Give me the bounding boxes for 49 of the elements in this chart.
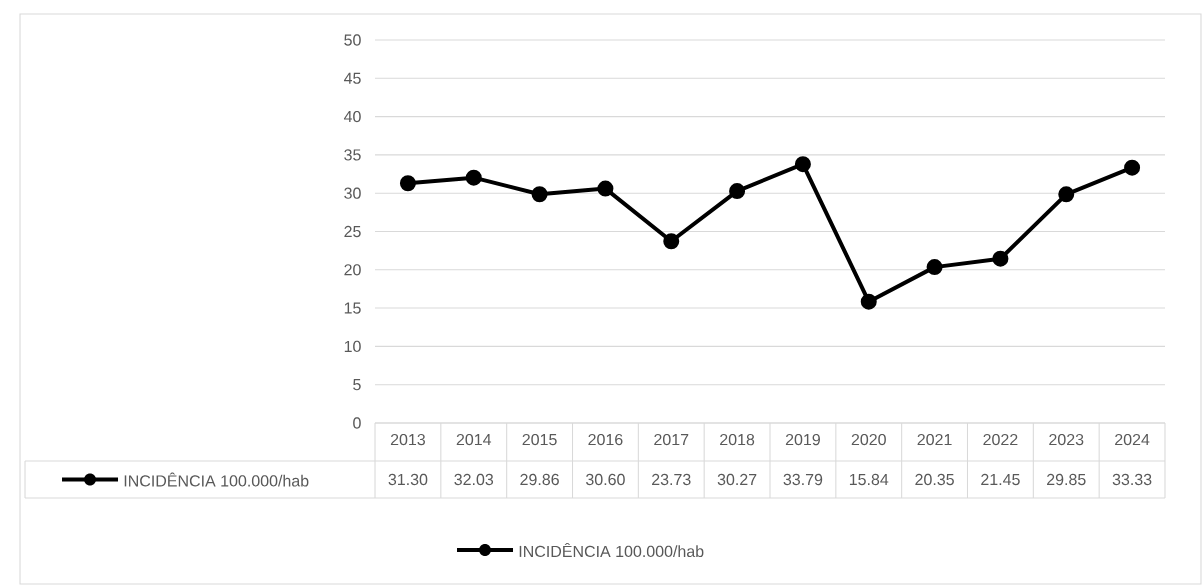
point [926,259,943,276]
y-tick-label: 5 [353,379,361,391]
x-tick-label: 2023 [1049,433,1084,446]
y-tick-label: 0 [353,417,361,429]
x-tick-label: 2013 [390,433,426,446]
data-label: 31.30 [388,473,428,486]
point [399,175,416,192]
x-tick-label: 2024 [1115,433,1150,446]
point [860,293,877,310]
point [794,156,811,173]
data-label: 21.45 [981,473,1020,486]
data-label: 32.03 [454,473,494,486]
x-tick-label: 2016 [588,433,623,446]
point [531,186,548,203]
point [992,250,1009,267]
point [465,169,482,186]
x-tick-label: 2018 [720,433,755,446]
x-tick-label: 2020 [851,433,886,446]
y-tick-label: 20 [344,264,361,276]
data-label: 33.33 [1112,473,1152,486]
data-label: 30.27 [717,473,757,486]
data-label: 29.85 [1047,473,1086,486]
x-tick-label: 2015 [522,433,557,446]
x-tick-label: 2014 [456,433,492,446]
y-tick-label: 45 [343,72,361,84]
x-tick-label: 2021 [917,433,952,446]
x-tick-label: 2017 [654,433,689,446]
x-tick-label: 2022 [983,433,1018,446]
x-tick-label: 2019 [785,433,820,446]
text: INCIDÊNCIA 100.000/hab [519,542,704,558]
point [597,180,614,197]
data-label: 29.86 [520,473,559,486]
y-tick-label: 35 [344,149,361,161]
legend-label: INCIDÊNCIA 100.000/hab [124,472,309,487]
data-label: 20.35 [915,473,954,486]
data-label: 15.84 [849,473,889,486]
y-tick-label: 10 [344,340,361,353]
point [1058,186,1075,203]
point [1124,159,1141,176]
y-tick-label: 25 [344,225,361,238]
y-tick-label: 50 [344,34,361,46]
data-label: 23.73 [652,473,691,486]
point [663,233,680,250]
y-tick-label: 40 [343,110,361,123]
y-tick-label: 30 [344,187,361,199]
data-label: 33.79 [783,473,823,486]
point [729,183,746,200]
y-tick-label: 15 [344,302,361,314]
data-label: 30.60 [586,473,625,486]
